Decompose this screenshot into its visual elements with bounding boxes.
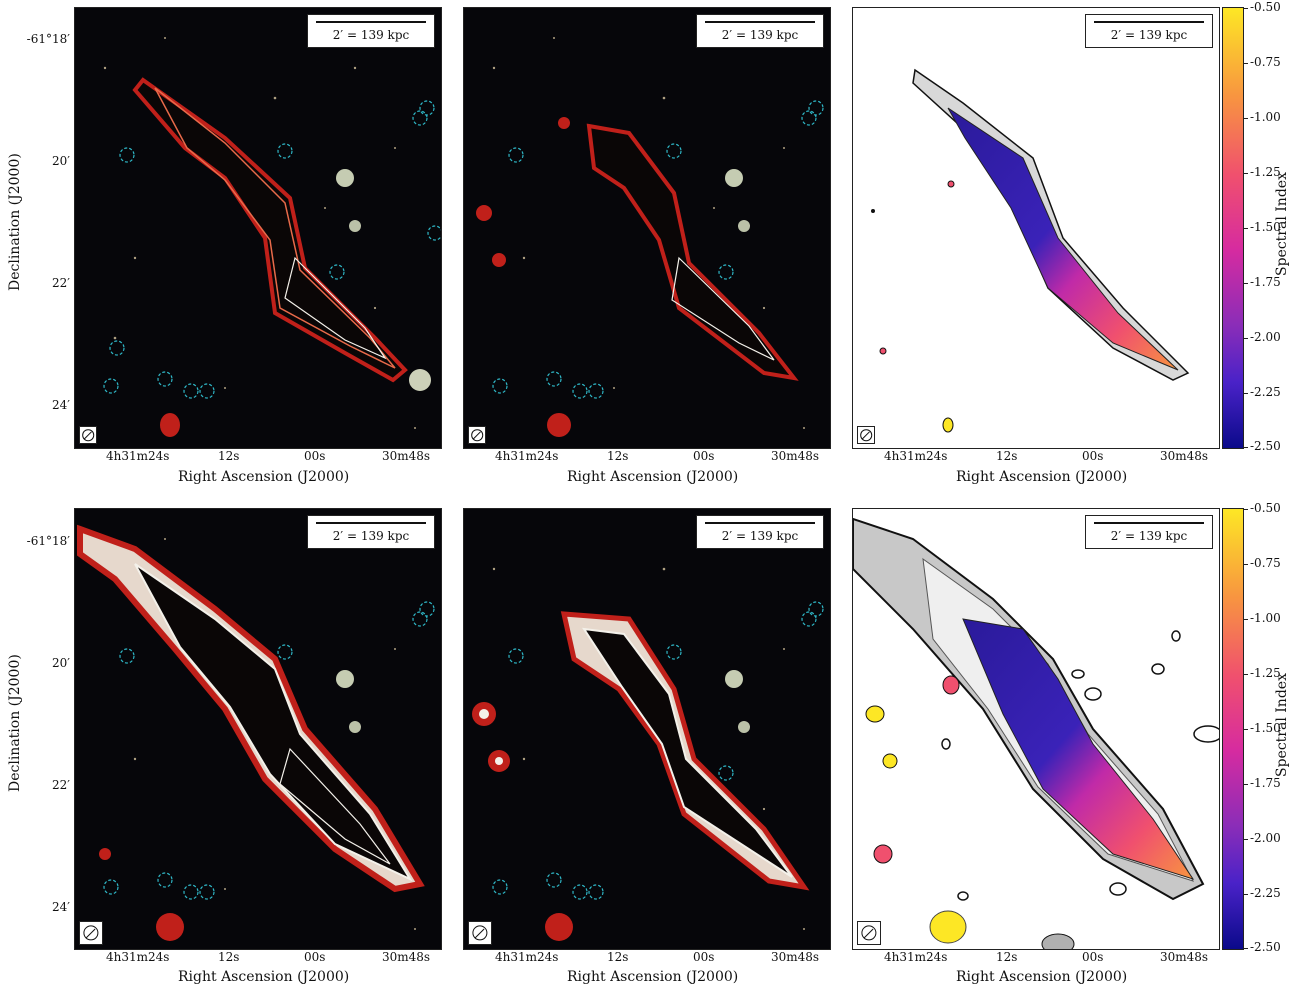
colorbar-tick: -2.25 <box>1244 886 1281 900</box>
optical-image-radio-contours <box>472 567 824 941</box>
panel-top-left: 2′ = 139 kpc <box>74 7 442 449</box>
y-tick: 24′ <box>52 398 70 412</box>
panel-bottom-right: 2′ = 139 kpc <box>852 508 1220 950</box>
scale-bar: 2′ = 139 kpc <box>1085 515 1213 549</box>
scale-label: 2′ = 139 kpc <box>1110 529 1188 543</box>
x-tick: 30m48s <box>382 449 431 463</box>
panel-top-middle: 2′ = 139 kpc <box>463 7 831 449</box>
x-axis-label: Right Ascension (J2000) <box>956 969 1128 985</box>
x-tick: 12s <box>996 950 1018 964</box>
beam-ellipse-icon <box>468 921 492 945</box>
x-tick: 00s <box>1082 449 1104 463</box>
colorbar-tick: -2.00 <box>1244 831 1281 845</box>
x-tick: 30m48s <box>382 950 431 964</box>
panel-top-right: 2′ = 139 kpc <box>852 7 1220 449</box>
optical-image-radio-contours <box>77 524 435 941</box>
x-tick: 00s <box>304 950 326 964</box>
x-tick: 00s <box>304 449 326 463</box>
scale-bar: 2′ = 139 kpc <box>307 14 435 48</box>
optical-image-radio-contours <box>476 37 824 437</box>
y-tick: -61°18′ <box>26 32 70 46</box>
scale-label: 2′ = 139 kpc <box>1110 28 1188 42</box>
colorbar-label: Spectral Index <box>1274 172 1290 276</box>
colorbar-tick: -1.25 <box>1244 666 1281 680</box>
spectral-index-map <box>871 68 1190 433</box>
x-tick: 30m48s <box>1160 449 1209 463</box>
x-tick: 4h31m24s <box>495 950 559 964</box>
beam-ellipse-icon <box>857 426 875 444</box>
x-axis-label: Right Ascension (J2000) <box>567 469 739 485</box>
y-tick: 20′ <box>52 154 70 168</box>
colorbar-tick: -1.00 <box>1244 611 1281 625</box>
colorbar-tick: -1.00 <box>1244 110 1281 124</box>
x-tick: 12s <box>218 449 240 463</box>
colorbar-tick: -0.50 <box>1244 501 1281 515</box>
x-tick: 12s <box>996 449 1018 463</box>
x-tick: 4h31m24s <box>106 950 170 964</box>
colorbar-tick: -2.00 <box>1244 330 1281 344</box>
colorbar-tick: -1.50 <box>1244 220 1281 234</box>
colorbar-tick: -1.25 <box>1244 165 1281 179</box>
x-tick: 00s <box>693 449 715 463</box>
y-axis-label: Declination (J2000) <box>7 654 23 792</box>
x-tick: 4h31m24s <box>884 449 948 463</box>
beam-ellipse-icon <box>79 921 103 945</box>
y-tick: 22′ <box>52 778 70 792</box>
optical-image-radio-contours <box>103 37 441 437</box>
x-tick: 4h31m24s <box>884 950 948 964</box>
x-tick: 30m48s <box>771 950 820 964</box>
y-tick: 24′ <box>52 900 70 914</box>
scale-bar: 2′ = 139 kpc <box>1085 14 1213 48</box>
x-axis-label: Right Ascension (J2000) <box>178 469 350 485</box>
x-axis-label: Right Ascension (J2000) <box>956 469 1128 485</box>
x-tick: 12s <box>607 950 629 964</box>
beam-ellipse-icon <box>857 921 881 945</box>
colorbar-tick: -1.75 <box>1244 776 1281 790</box>
colorbar-tick: -0.75 <box>1244 55 1281 69</box>
colorbar-bottom <box>1222 508 1244 950</box>
y-tick: 22′ <box>52 276 70 290</box>
scale-label: 2′ = 139 kpc <box>721 28 799 42</box>
x-tick: 30m48s <box>1160 950 1209 964</box>
scale-label: 2′ = 139 kpc <box>721 529 799 543</box>
scale-label: 2′ = 139 kpc <box>332 529 410 543</box>
beam-ellipse-icon <box>468 426 486 444</box>
x-tick: 12s <box>607 449 629 463</box>
scale-bar: 2′ = 139 kpc <box>696 515 824 549</box>
y-axis-label: Declination (J2000) <box>7 153 23 291</box>
x-tick: 00s <box>693 950 715 964</box>
x-axis-label: Right Ascension (J2000) <box>178 969 350 985</box>
colorbar-tick: -2.50 <box>1244 940 1281 954</box>
x-tick: 30m48s <box>771 449 820 463</box>
y-tick: 20′ <box>52 656 70 670</box>
scale-bar: 2′ = 139 kpc <box>696 14 824 48</box>
scale-label: 2′ = 139 kpc <box>332 28 410 42</box>
colorbar-tick: -2.25 <box>1244 385 1281 399</box>
colorbar-tick: -1.75 <box>1244 275 1281 289</box>
x-tick: 00s <box>1082 950 1104 964</box>
colorbar-tick: -1.50 <box>1244 721 1281 735</box>
colorbar-label: Spectral Index <box>1274 673 1290 777</box>
panel-bottom-left: 2′ = 139 kpc <box>74 508 442 950</box>
spectral-index-map <box>853 517 1219 949</box>
x-tick: 12s <box>218 950 240 964</box>
beam-ellipse-icon <box>79 426 97 444</box>
x-tick: 4h31m24s <box>495 449 559 463</box>
x-tick: 4h31m24s <box>106 449 170 463</box>
colorbar-tick: -2.50 <box>1244 439 1281 453</box>
colorbar-top <box>1222 7 1244 449</box>
colorbar-tick: -0.75 <box>1244 556 1281 570</box>
panel-bottom-middle: 2′ = 139 kpc <box>463 508 831 950</box>
x-axis-label: Right Ascension (J2000) <box>567 969 739 985</box>
y-tick: -61°18′ <box>26 534 70 548</box>
scale-bar: 2′ = 139 kpc <box>307 515 435 549</box>
colorbar-tick: -0.50 <box>1244 0 1281 14</box>
